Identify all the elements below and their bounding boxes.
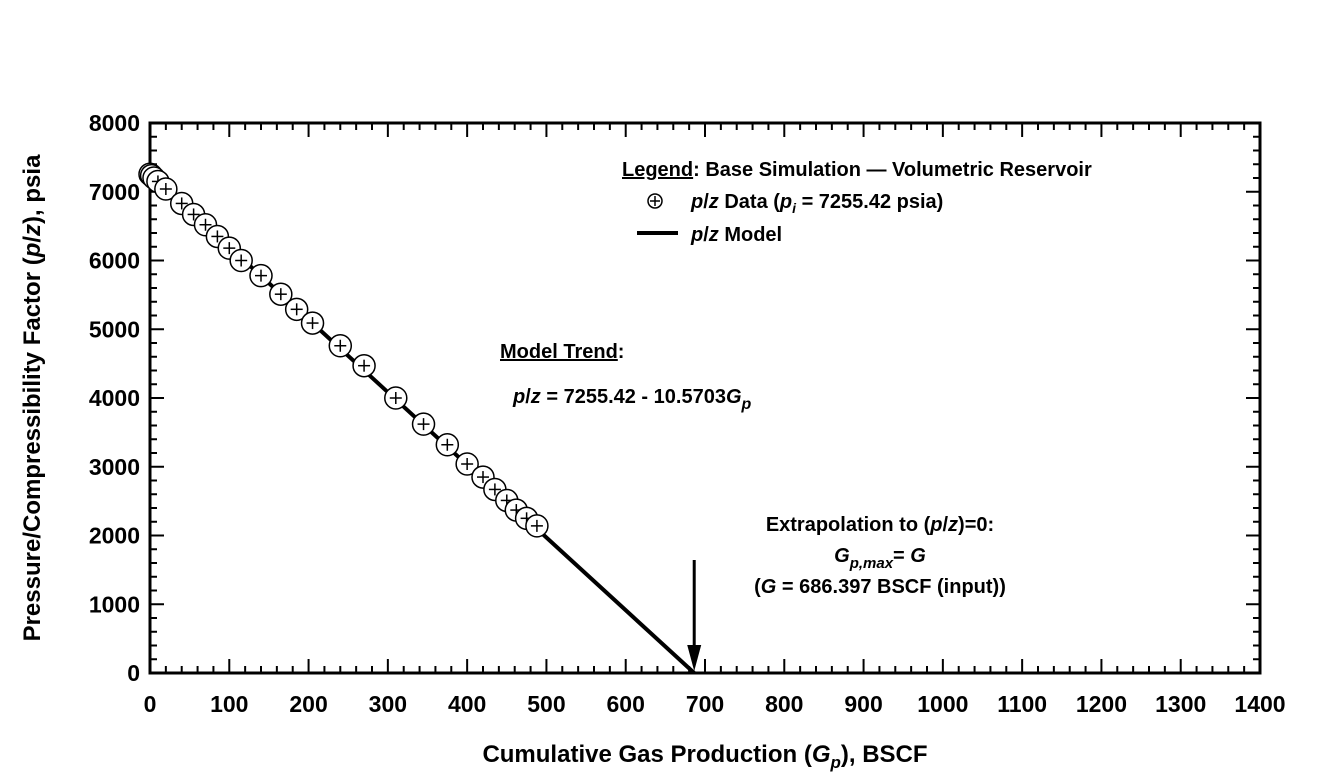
x-tick-label: 200	[289, 691, 327, 717]
data-point	[455, 452, 479, 476]
y-tick-label: 8000	[89, 110, 140, 136]
data-point	[284, 297, 309, 322]
data-point	[249, 263, 273, 288]
y-tick-label: 3000	[89, 454, 140, 480]
x-tick-label: 1200	[1076, 691, 1127, 717]
x-tick-label: 700	[686, 691, 724, 717]
legend-heading: Legend: Base Simulation — Volumetric Res…	[622, 159, 1092, 181]
x-tick-label: 1400	[1234, 691, 1285, 717]
data-point	[269, 282, 293, 306]
data-point	[435, 433, 460, 457]
data-point	[384, 386, 408, 410]
extrapolation-line-3: (G = 686.397 BSCF (input))	[754, 576, 1006, 598]
x-tick-label: 1300	[1155, 691, 1206, 717]
x-tick-label: 100	[210, 691, 248, 717]
y-axis-title: Pressure/Compressibility Factor (p/z), p…	[19, 154, 46, 641]
y-tick-label: 1000	[89, 591, 140, 617]
x-tick-label: 0	[144, 691, 157, 717]
x-tick-label: 1100	[997, 691, 1047, 717]
legend-label-data: p/z Data (pi = 7255.42 psia)	[690, 191, 943, 216]
x-tick-label: 800	[765, 691, 803, 717]
data-point	[154, 177, 178, 201]
x-tick-label: 300	[369, 691, 407, 717]
data-point	[300, 311, 325, 335]
y-tick-label: 7000	[89, 179, 140, 205]
x-tick-labels: 0 100 200 300 400 500 600 700 800 900 1000 1100 1200…	[144, 691, 1286, 717]
x-tick-label: 600	[607, 691, 645, 717]
model-trend-heading: Model Trend:	[500, 341, 624, 363]
y-tick-labels: 0 1000 2000 3000 4000 5000 6000 7000 8000	[89, 110, 140, 686]
legend-marker-data	[647, 193, 663, 209]
x-tick-label: 500	[527, 691, 565, 717]
model-trend-equation: p/z = 7255.42 - 10.5703Gp	[512, 386, 752, 413]
x-tick-label: 900	[844, 691, 882, 717]
extrapolation-line-1: Extrapolation to (p/z)=0:	[766, 514, 994, 536]
extrapolation-line-2: Gp,max= G	[834, 545, 926, 572]
legend-label-model: p/z Model	[690, 224, 782, 246]
data-point	[352, 353, 376, 378]
data-points	[138, 162, 549, 538]
x-tick-label: 1000	[917, 691, 968, 717]
y-tick-label: 5000	[89, 316, 140, 342]
data-point	[411, 412, 436, 436]
y-tick-label: 0	[127, 660, 140, 686]
x-axis-title: Cumulative Gas Production (Gp), BSCF	[482, 741, 927, 772]
y-tick-label: 6000	[89, 248, 140, 274]
data-point	[229, 248, 253, 273]
x-tick-label: 400	[448, 691, 486, 717]
data-point	[328, 334, 353, 358]
tick-marks	[149, 122, 1261, 674]
data-point	[525, 514, 549, 538]
y-tick-label: 4000	[89, 385, 140, 411]
legend: Legend: Base Simulation — Volumetric Res…	[622, 159, 1092, 246]
y-tick-label: 2000	[89, 523, 140, 549]
extrapolation-arrow	[687, 560, 702, 671]
